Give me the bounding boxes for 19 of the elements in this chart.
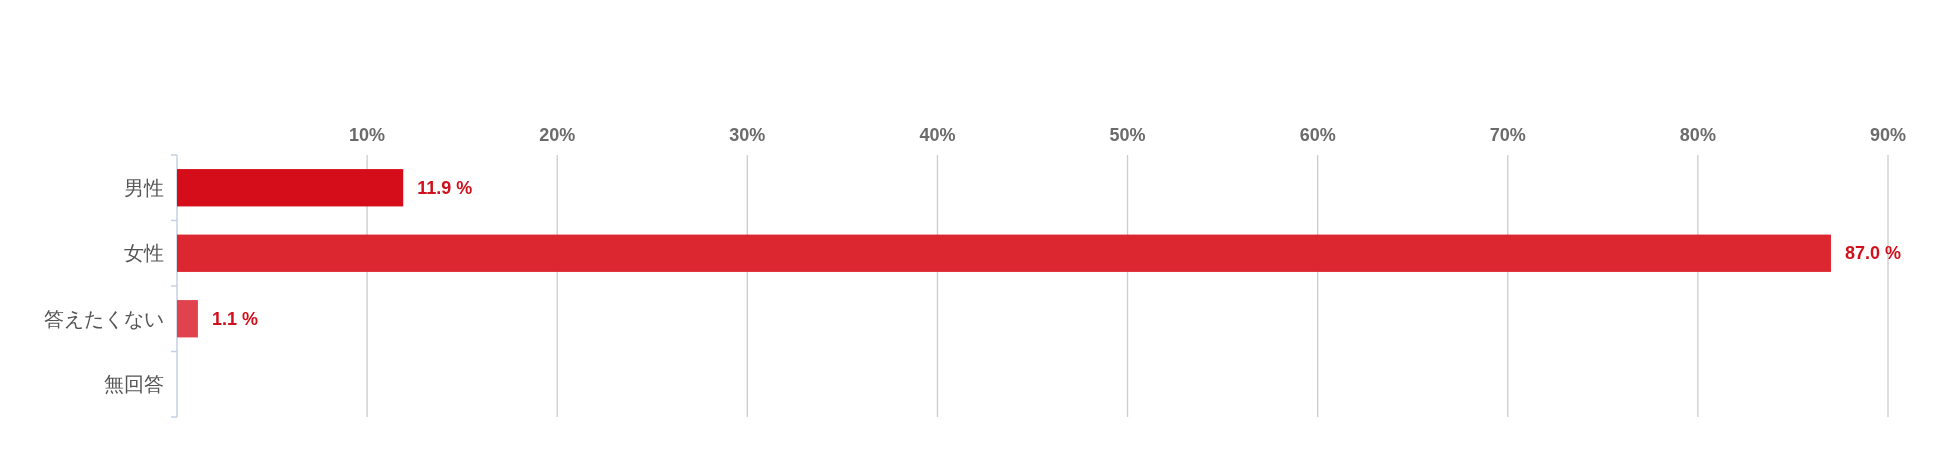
x-tick-label: 90%	[1869, 125, 1907, 145]
x-tick-label: 30%	[729, 125, 766, 145]
x-tick-label: 50%	[1109, 125, 1146, 145]
x-tick-label: 10%	[349, 125, 386, 145]
data-label: 1.1 %	[211, 308, 258, 329]
x-tick-label: 80%	[1679, 125, 1716, 145]
bar	[177, 169, 404, 207]
x-tick-label: 70%	[1489, 125, 1526, 145]
data-label: 87.0 %	[1844, 243, 1902, 264]
x-tick-label: 60%	[1299, 125, 1336, 145]
y-tick-label: 男性	[124, 176, 164, 199]
y-tick-label: 無回答	[104, 373, 164, 396]
data-label: 11.9 %	[417, 177, 473, 198]
x-tick-label: 20%	[539, 125, 576, 145]
y-tick-label: 女性	[124, 242, 164, 265]
bar	[177, 234, 1831, 272]
bar	[177, 300, 198, 338]
y-tick-label: 答えたくない	[44, 307, 164, 330]
x-tick-label: 40%	[919, 125, 956, 145]
